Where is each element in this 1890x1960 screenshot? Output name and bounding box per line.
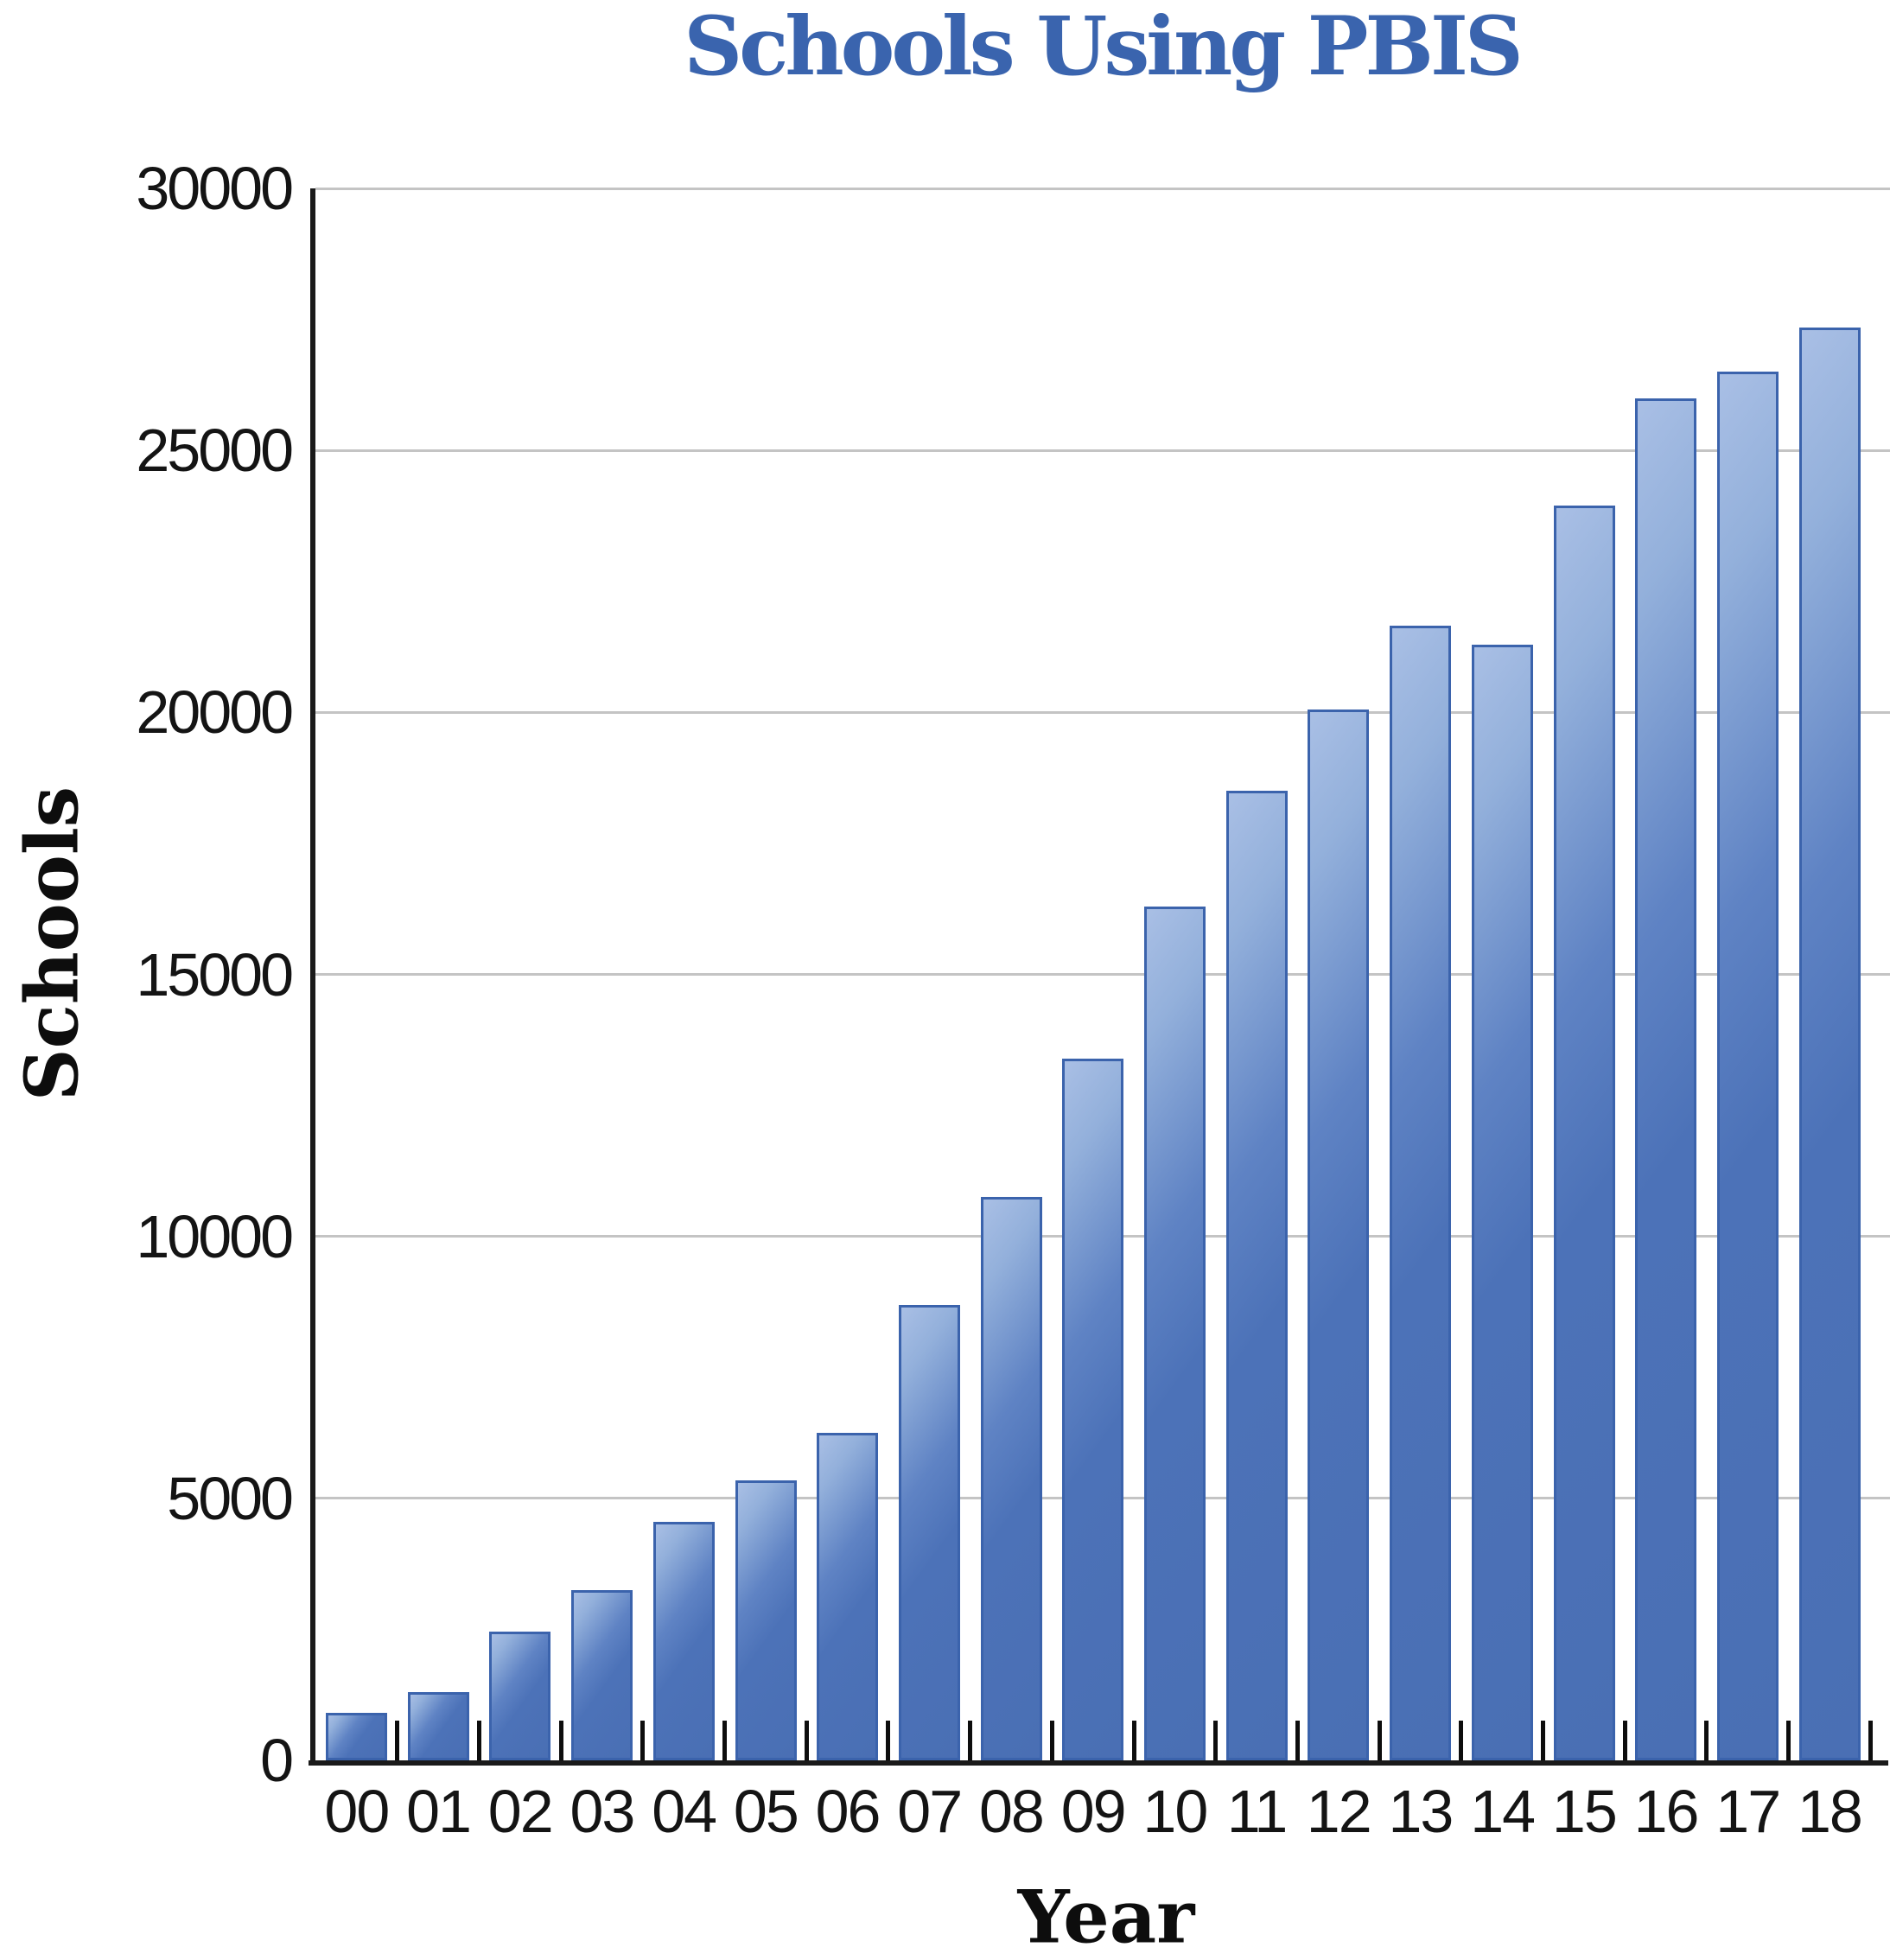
x-tick-label-05: 05 — [733, 1778, 799, 1845]
bar-16 — [1635, 398, 1697, 1760]
x-tick-mark — [1622, 1721, 1627, 1760]
bar-18 — [1798, 327, 1861, 1760]
x-tick-mark — [640, 1721, 646, 1760]
y-tick-label-20000: 20000 — [136, 678, 294, 747]
x-tick-label-10: 10 — [1142, 1778, 1208, 1845]
x-tick-label-12: 12 — [1306, 1778, 1372, 1845]
bar-14 — [1471, 644, 1533, 1760]
x-tick-label-02: 02 — [487, 1778, 554, 1845]
y-tick-label-5000: 5000 — [167, 1464, 294, 1532]
bar-12 — [1308, 710, 1370, 1760]
x-tick-label-14: 14 — [1470, 1778, 1536, 1845]
y-tick-label-25000: 25000 — [136, 417, 294, 485]
x-tick-mark — [395, 1721, 400, 1760]
bar-00 — [326, 1713, 387, 1760]
x-tick-mark — [1213, 1721, 1219, 1760]
bar-11 — [1225, 791, 1288, 1760]
x-tick-label-18: 18 — [1798, 1778, 1863, 1845]
x-tick-mark — [804, 1721, 809, 1760]
x-tick-labels: 00 01 02 03 04 05 06 07 08 09 10 11 12 13 14 15 16 17 18 — [315, 1777, 1890, 1855]
bar-06 — [817, 1433, 879, 1760]
bar-03 — [571, 1589, 633, 1760]
x-tick-mark — [968, 1721, 973, 1760]
x-tick-label-17: 17 — [1715, 1778, 1781, 1845]
bar-02 — [489, 1632, 551, 1760]
x-tick-mark — [1131, 1721, 1136, 1760]
x-tick-label-09: 09 — [1060, 1778, 1127, 1845]
x-tick-label-11: 11 — [1226, 1778, 1289, 1845]
y-tick-labels: 0 5000 10000 15000 20000 25000 30000 — [0, 155, 298, 1794]
x-tick-mark — [1049, 1721, 1054, 1760]
bar-07 — [898, 1304, 960, 1760]
bar-17 — [1716, 372, 1779, 1760]
x-tick-mark — [1868, 1721, 1873, 1760]
gridline-15000 — [315, 973, 1890, 976]
x-tick-mark — [1541, 1721, 1545, 1760]
x-tick-label-06: 06 — [815, 1778, 881, 1845]
x-tick-label-07: 07 — [897, 1778, 963, 1845]
x-tick-label-03: 03 — [570, 1778, 636, 1845]
x-tick-label-08: 08 — [979, 1778, 1045, 1845]
x-axis-title: Year — [1017, 1874, 1195, 1960]
gridline-20000 — [315, 710, 1890, 714]
x-tick-label-16: 16 — [1633, 1778, 1700, 1845]
chart-title: Schools Using PBIS — [684, 0, 1524, 94]
bar-04 — [652, 1522, 715, 1760]
x-tick-label-01: 01 — [406, 1778, 472, 1845]
x-tick-mark — [1704, 1721, 1709, 1760]
x-tick-label-04: 04 — [652, 1778, 717, 1845]
x-tick-mark — [1459, 1721, 1464, 1760]
y-tick-label-15000: 15000 — [136, 940, 294, 1009]
bar-10 — [1144, 906, 1206, 1760]
x-tick-label-00: 00 — [324, 1778, 390, 1845]
y-tick-label-30000: 30000 — [136, 155, 294, 222]
gridline-25000 — [315, 449, 1890, 452]
x-tick-mark — [1295, 1721, 1300, 1760]
bar-09 — [1062, 1058, 1124, 1760]
y-axis-line — [310, 188, 315, 1766]
x-tick-label-15: 15 — [1551, 1778, 1618, 1845]
y-tick-label-10000: 10000 — [136, 1202, 294, 1270]
x-tick-mark — [1377, 1721, 1382, 1760]
y-tick-label-0: 0 — [260, 1727, 294, 1794]
x-tick-mark — [476, 1721, 481, 1760]
x-tick-mark — [722, 1721, 727, 1760]
x-tick-mark — [1786, 1721, 1791, 1760]
x-axis-line — [309, 1760, 1888, 1766]
bar-05 — [735, 1480, 797, 1760]
bar-01 — [407, 1692, 469, 1760]
plot-area — [309, 187, 1890, 1766]
x-tick-mark — [558, 1721, 563, 1760]
bar-15 — [1553, 505, 1615, 1760]
bar-08 — [980, 1197, 1042, 1760]
bar-13 — [1390, 626, 1452, 1760]
gridline-30000 — [315, 187, 1890, 190]
x-tick-mark — [886, 1721, 891, 1760]
x-tick-label-13: 13 — [1388, 1778, 1454, 1845]
